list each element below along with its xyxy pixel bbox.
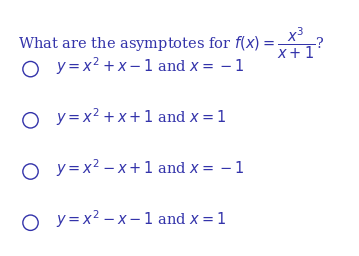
Text: $y = x^2 - x - 1$ and $x = 1$: $y = x^2 - x - 1$ and $x = 1$ (56, 209, 226, 230)
Text: $y = x^2 + x - 1$ and $x = -1$: $y = x^2 + x - 1$ and $x = -1$ (56, 55, 244, 77)
Text: $y = x^2 - x + 1$ and $x = -1$: $y = x^2 - x + 1$ and $x = -1$ (56, 157, 244, 179)
Text: What are the asymptotes for $f(x) = \dfrac{x^3}{x+1}$?: What are the asymptotes for $f(x) = \dfr… (18, 26, 324, 61)
Text: $y = x^2 + x + 1$ and $x = 1$: $y = x^2 + x + 1$ and $x = 1$ (56, 106, 226, 128)
